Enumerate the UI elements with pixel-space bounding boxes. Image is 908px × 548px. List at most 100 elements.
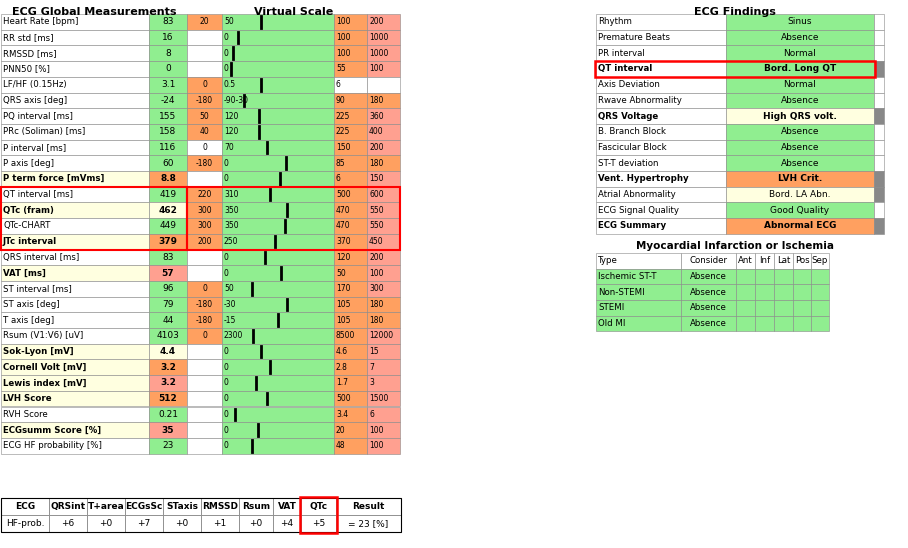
Bar: [1, 391, 149, 407]
Bar: [239, 515, 273, 532]
Bar: [334, 265, 367, 281]
Bar: [222, 108, 334, 124]
Text: RR std [ms]: RR std [ms]: [3, 33, 54, 42]
Bar: [149, 218, 187, 234]
Text: 83: 83: [163, 18, 173, 26]
Bar: [874, 45, 884, 61]
Bar: [596, 45, 726, 61]
Bar: [334, 407, 367, 422]
Text: 170: 170: [336, 284, 350, 293]
Text: 0: 0: [165, 65, 171, 73]
Text: 158: 158: [160, 127, 177, 136]
Bar: [367, 344, 400, 359]
Bar: [149, 14, 187, 30]
Bar: [49, 498, 87, 515]
Text: Lewis index [mV]: Lewis index [mV]: [3, 379, 86, 387]
Text: 48: 48: [336, 441, 346, 450]
Bar: [367, 265, 400, 281]
Text: 4103: 4103: [156, 332, 180, 340]
Bar: [187, 140, 222, 155]
Text: Virtual Scale: Virtual Scale: [254, 7, 333, 17]
Text: 180: 180: [369, 96, 383, 105]
Bar: [187, 124, 222, 140]
Text: 300: 300: [369, 284, 383, 293]
Bar: [367, 124, 400, 140]
Bar: [222, 249, 334, 265]
Bar: [149, 45, 187, 61]
Text: 0.21: 0.21: [158, 410, 178, 419]
Text: 79: 79: [163, 300, 173, 309]
Text: PQ interval [ms]: PQ interval [ms]: [3, 112, 73, 121]
Bar: [222, 124, 334, 140]
Bar: [187, 422, 222, 438]
Text: 1000: 1000: [369, 33, 389, 42]
Text: PNN50 [%]: PNN50 [%]: [3, 65, 50, 73]
Text: T+area: T+area: [88, 502, 124, 511]
Bar: [736, 300, 755, 316]
Text: RVH Score: RVH Score: [3, 410, 48, 419]
Bar: [596, 218, 726, 234]
Bar: [334, 202, 367, 218]
Bar: [187, 14, 222, 30]
Text: = 23 [%]: = 23 [%]: [349, 519, 389, 528]
Text: STaxis: STaxis: [166, 502, 198, 511]
Bar: [726, 202, 874, 218]
Bar: [1, 407, 149, 422]
Text: Absence: Absence: [781, 127, 819, 136]
Bar: [334, 296, 367, 312]
Bar: [736, 253, 755, 269]
Text: QTc: QTc: [310, 502, 328, 511]
Text: 0: 0: [202, 80, 207, 89]
Bar: [222, 438, 334, 454]
Bar: [222, 171, 334, 187]
Bar: [1, 187, 187, 249]
Text: 100: 100: [336, 33, 350, 42]
Bar: [367, 155, 400, 171]
Bar: [334, 391, 367, 407]
Bar: [187, 265, 222, 281]
Bar: [793, 269, 811, 284]
Text: 15: 15: [369, 347, 379, 356]
Text: QRS interval [ms]: QRS interval [ms]: [3, 253, 79, 262]
Bar: [1, 108, 149, 124]
Bar: [596, 140, 726, 155]
Text: -180: -180: [196, 96, 213, 105]
Bar: [222, 93, 334, 108]
Text: 0: 0: [224, 65, 229, 73]
Text: 8.8: 8.8: [160, 174, 176, 184]
Bar: [187, 407, 222, 422]
Text: JTc interval: JTc interval: [3, 237, 57, 246]
Bar: [1, 359, 149, 375]
Text: VAT: VAT: [278, 502, 296, 511]
Text: 2.8: 2.8: [336, 363, 348, 372]
Bar: [726, 108, 874, 124]
Bar: [726, 30, 874, 45]
Text: 85: 85: [336, 159, 346, 168]
Bar: [222, 281, 334, 296]
Bar: [187, 438, 222, 454]
Bar: [201, 498, 239, 515]
Text: 4.4: 4.4: [160, 347, 176, 356]
Bar: [755, 253, 774, 269]
Bar: [163, 515, 201, 532]
Bar: [187, 93, 222, 108]
Bar: [681, 316, 736, 332]
Bar: [187, 234, 222, 249]
Bar: [1, 438, 149, 454]
Text: 225: 225: [336, 112, 350, 121]
Text: 150: 150: [336, 143, 350, 152]
Bar: [187, 391, 222, 407]
Bar: [336, 515, 401, 532]
Bar: [273, 515, 301, 532]
Text: +4: +4: [281, 519, 293, 528]
Bar: [1, 14, 149, 30]
Text: Normal: Normal: [784, 80, 816, 89]
Text: 70: 70: [224, 143, 233, 152]
Bar: [334, 281, 367, 296]
Text: 6: 6: [336, 80, 340, 89]
Bar: [367, 422, 400, 438]
Text: ST-T deviation: ST-T deviation: [598, 159, 658, 168]
Text: Ischemic ST-T: Ischemic ST-T: [598, 272, 656, 281]
Bar: [187, 328, 222, 344]
Bar: [367, 187, 400, 202]
